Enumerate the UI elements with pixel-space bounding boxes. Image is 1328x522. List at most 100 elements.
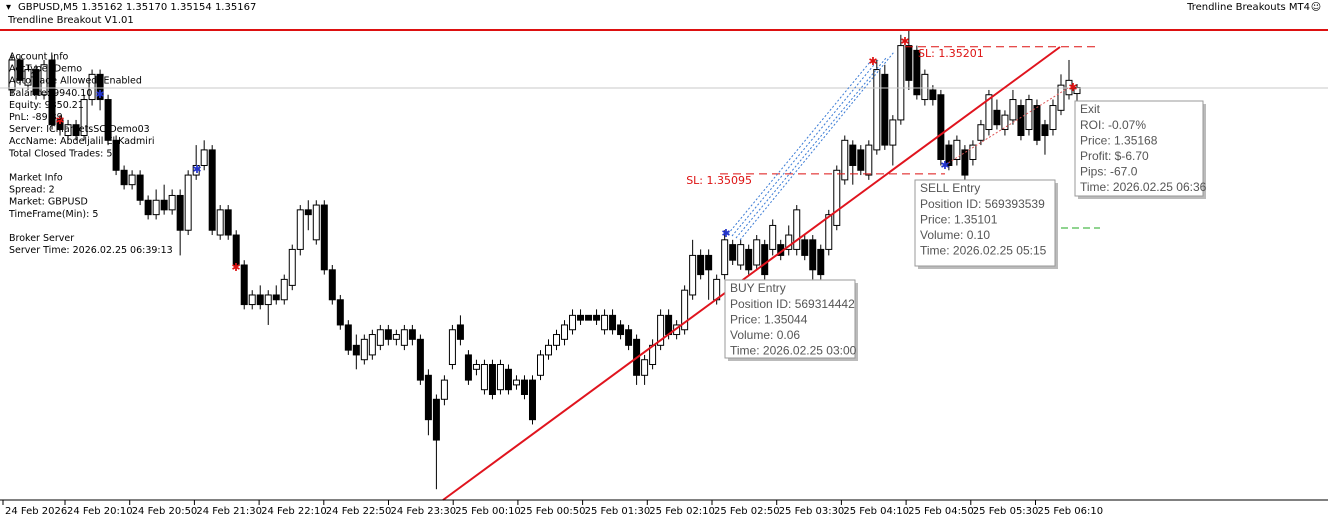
info-line: Market: GBPUSD [9,197,88,208]
tooltip-line: Time: 2026.02.25 06:36 [1080,180,1207,194]
x-tick-label: 25 Feb 05:30 [973,506,1039,517]
candle-body [809,239,817,271]
plot-area [8,30,1100,490]
x-tick-label: 24 Feb 22:10 [261,506,327,517]
tooltip-line: Pips: -67.0 [1080,165,1138,179]
candle-body [456,324,464,340]
candle-body [793,209,801,250]
tooltip-line: SELL Entry [920,181,980,195]
x-tick-label: 25 Feb 00:50 [520,506,586,517]
candle-body [112,139,120,171]
candle-body [585,314,593,321]
candle-body [545,344,553,356]
candle-body [553,334,561,346]
candle-body [224,209,232,236]
trendline [442,46,1061,501]
candle-body [88,73,96,101]
candle-body [264,294,272,306]
tooltip-line: ROI: -0.07% [1080,118,1146,132]
candle-body [617,324,625,336]
candle-body [336,299,344,326]
x-tick-label: 24 Feb 23:30 [391,506,457,517]
exit-marker: ✱ [231,261,240,274]
chart-title: GBPUSD,M5 1.35162 1.35170 1.35154 1.3516… [18,2,256,13]
exit-marker: ✱ [868,55,877,68]
candle-body [152,199,160,216]
candle-body [561,324,569,340]
candle-body [472,364,480,370]
candle-body [769,224,777,250]
candle-body [1025,99,1033,131]
tooltip-box [724,279,856,359]
candle-body [921,73,929,101]
info-line: Spread: 2 [9,185,55,196]
candle-body [969,144,977,160]
candle-body [985,94,993,131]
candle-body [320,204,328,271]
tooltip-line: Position ID: 569393539 [920,197,1045,211]
candle-body [136,174,144,201]
candle-body [1041,124,1049,137]
trade-links [727,51,1069,241]
candle-body [536,354,544,376]
x-tick-label: 25 Feb 00:10 [455,506,521,517]
x-tick-label: 24 Feb 21:30 [196,506,262,517]
candle-body [40,64,48,96]
trade-link [944,87,1069,166]
candle-body [160,199,168,211]
candle-body [56,119,64,131]
candle-body [705,254,713,271]
candle-body [144,199,152,216]
candle-body [384,329,392,340]
candle-body [344,324,352,351]
tooltip-line: Price: 1.35168 [1080,133,1158,147]
info-line: Market Info [9,173,63,184]
candle-body [881,73,889,146]
candle-body [24,69,32,86]
info-line: Server: ICMarketsSC-Demo03 [9,124,150,135]
candle-body [993,109,1001,126]
candle-body [889,119,897,146]
candle-body [977,124,985,141]
info-line: Account Info [9,52,69,63]
x-tick-label: 25 Feb 04:10 [843,506,909,517]
x-tick-label: 24 Feb 20:50 [132,506,198,517]
x-tick-label: 24 Feb 20:10 [67,506,133,517]
candle-body [865,144,873,176]
candle-body [873,69,881,151]
candle-body [1049,105,1057,131]
candle-body [625,329,633,346]
candle-body [697,254,705,276]
info-line: Balance: 9940.10 [9,88,92,99]
candle-body [496,364,504,391]
candle-body [961,149,969,176]
candle-body [400,329,408,346]
info-line: Broker Server [9,233,74,244]
candle-body [528,379,536,421]
candle-body [488,364,496,395]
sl-label: SL: 1.35201 [918,47,984,60]
candle-body [577,314,585,321]
candle-body [248,294,256,306]
candle-body [8,59,16,91]
candle-body [104,99,112,141]
x-tick-label: 25 Feb 01:30 [585,506,651,517]
info-line: Equity: 9850.21 [9,100,84,111]
candle-body [256,294,264,306]
candle-body [569,314,577,331]
tooltip-line: Time: 2026.02.25 03:00 [730,344,857,358]
candle-body [641,359,649,376]
candle-body [937,94,945,160]
candle-body [833,169,841,226]
menu-arrow[interactable]: ▾ [6,2,11,13]
candle-body [432,398,440,441]
info-line: AutoTrade Allowed: Enabled [9,76,142,87]
candle-body [857,149,865,171]
candle-body [905,45,913,81]
candle-body [16,59,24,81]
candle-body [1017,105,1025,137]
info-line: Total Closed Trades: 5 [8,148,112,159]
candle-body [448,329,456,366]
